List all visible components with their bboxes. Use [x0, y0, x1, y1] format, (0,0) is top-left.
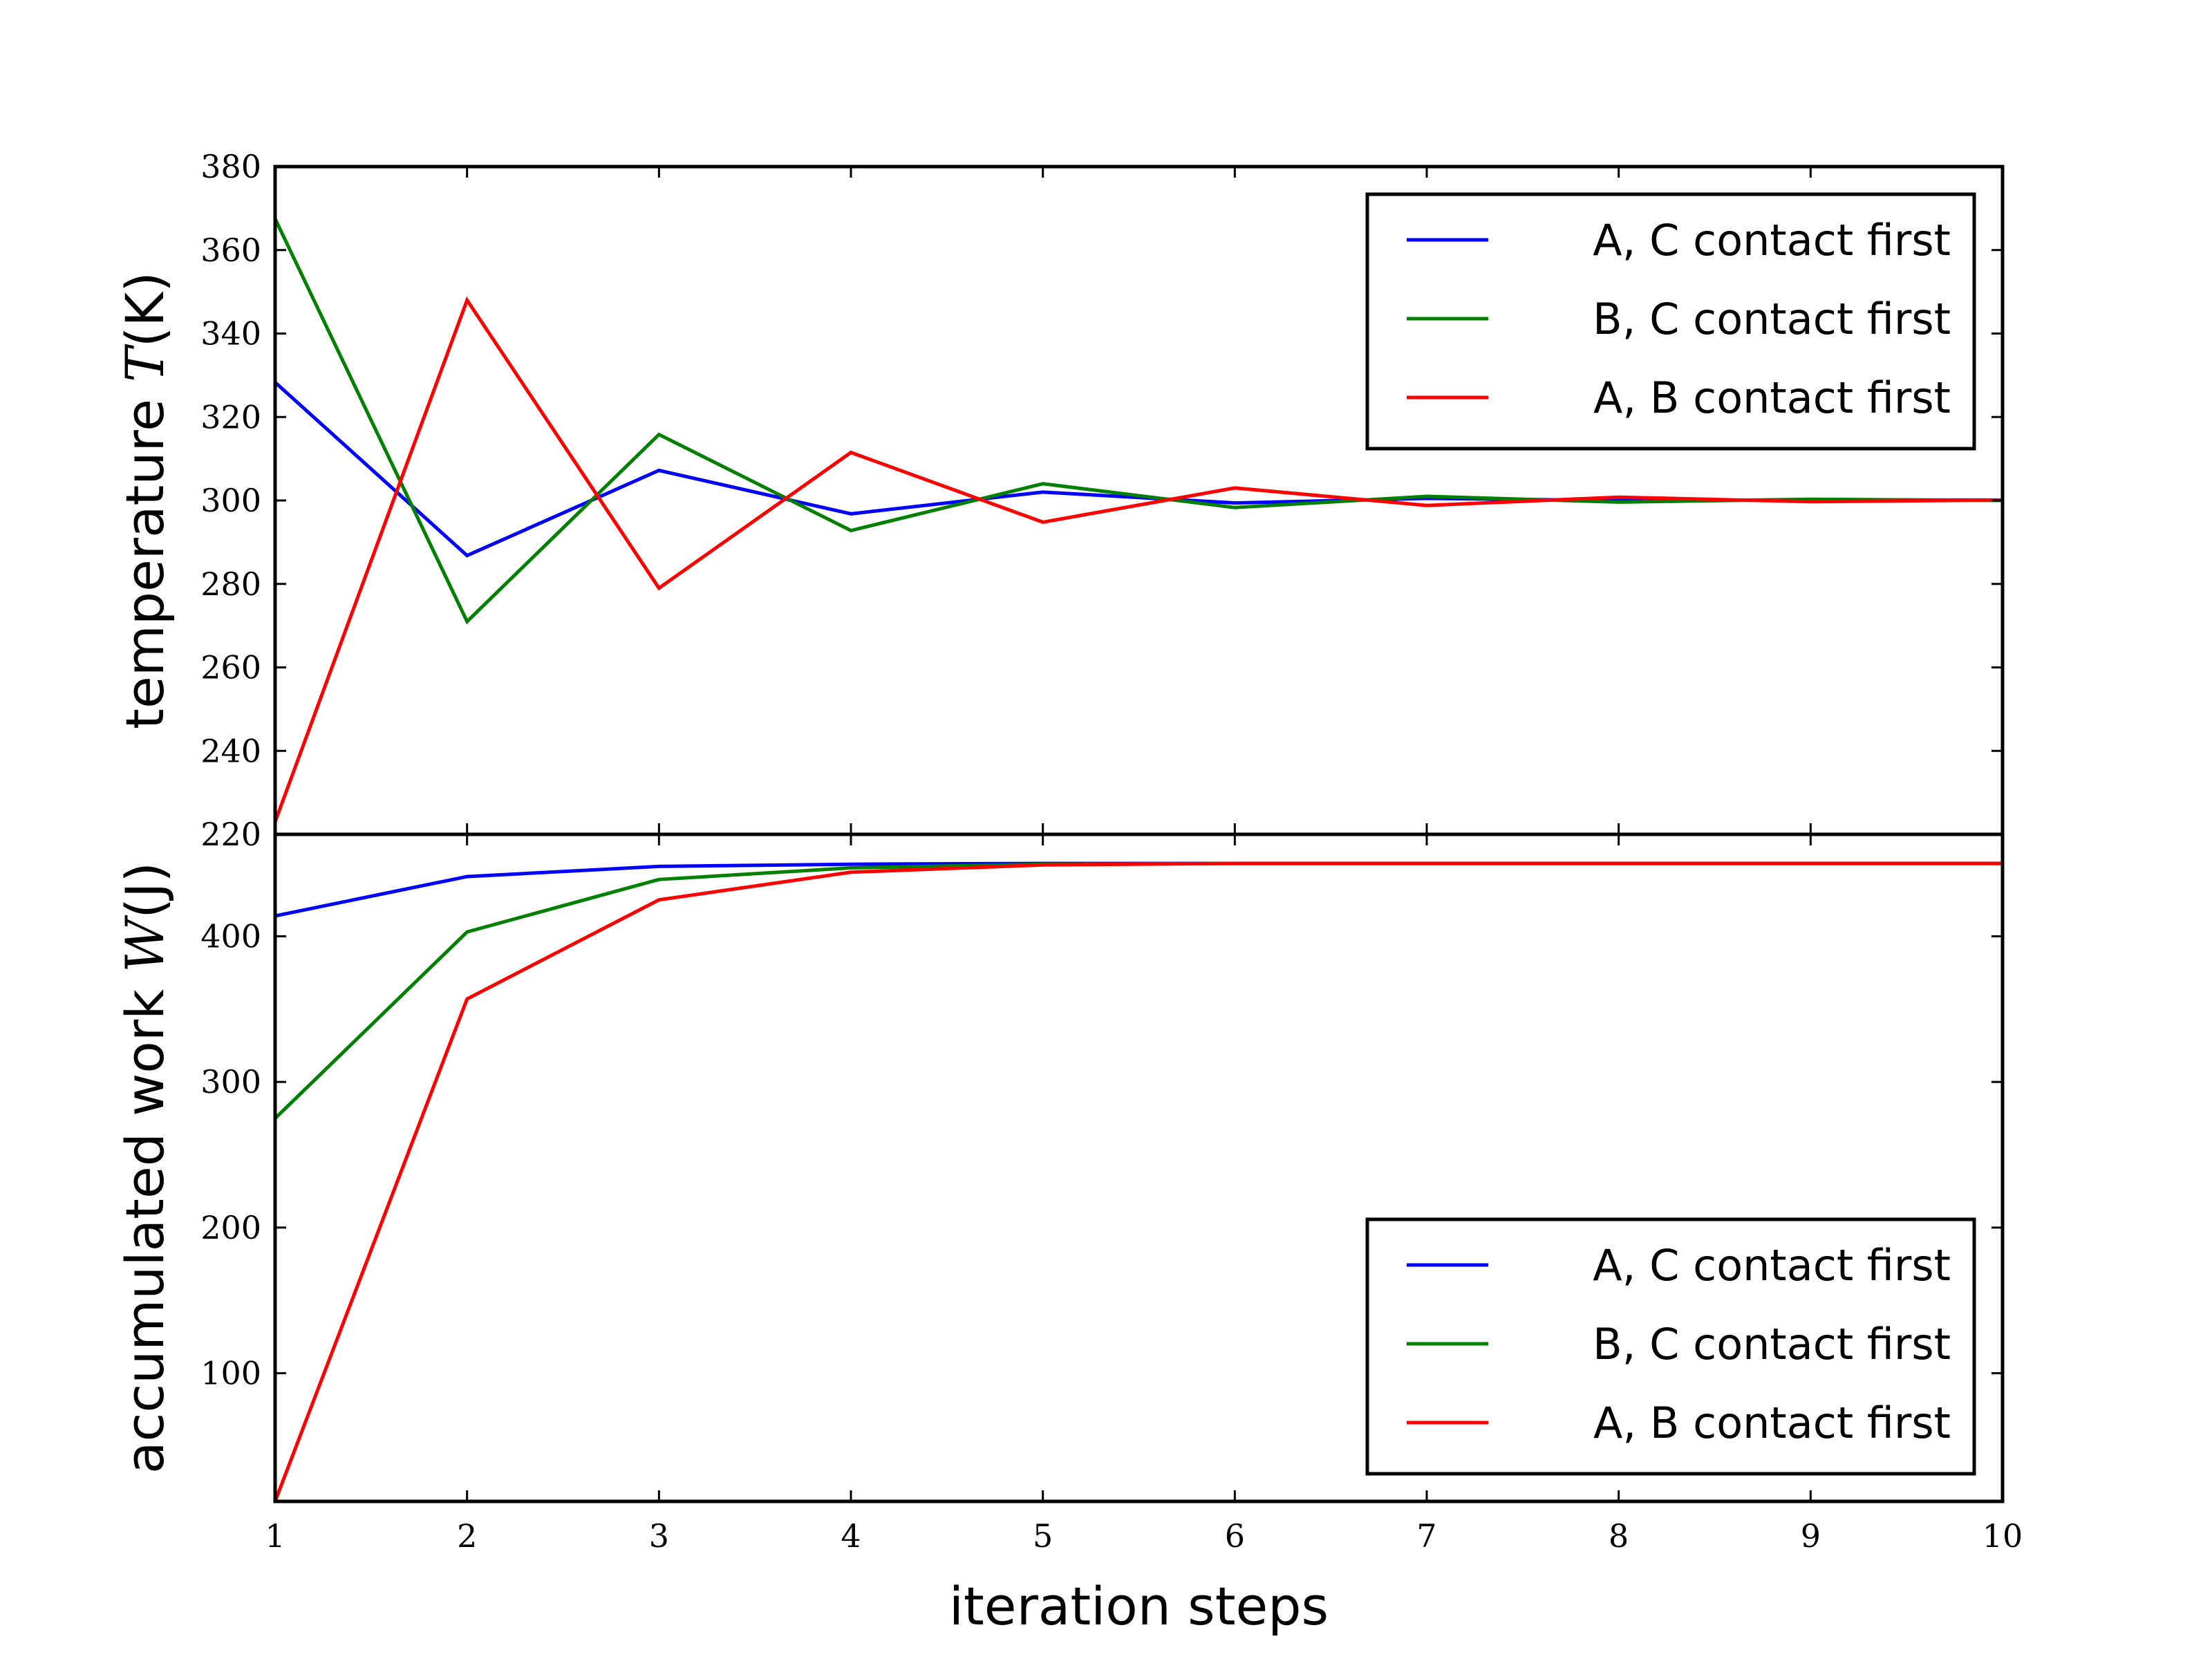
x-tick-label: 6 — [1225, 1517, 1245, 1555]
temperature-y-axis-label: temperature T(K) — [114, 272, 176, 729]
work-legend-label-2: A, B contact first — [1593, 1398, 1951, 1448]
temperature-y-tick-label: 240 — [200, 732, 261, 769]
temperature-ticks: 220 240 260 280 300 320 340 360 380 — [200, 148, 2004, 853]
x-axis-label: iteration steps — [949, 1575, 1329, 1637]
temperature-panel: 220 240 260 280 300 320 340 360 380 temperature … — [114, 148, 2005, 853]
temperature-y-tick-label: 340 — [200, 315, 261, 353]
temperature-y-tick-label: 300 — [200, 482, 261, 519]
temperature-legend-label-2: A, B contact first — [1593, 373, 1951, 423]
temperature-y-tick-label: 360 — [200, 232, 261, 269]
temperature-y-tick-label: 260 — [200, 649, 261, 686]
temperature-legend-label-1: B, C contact first — [1593, 294, 1951, 344]
temperature-y-tick-label: 220 — [200, 816, 261, 853]
temperature-y-tick-label: 380 — [200, 148, 261, 185]
work-ticks: 100 200 300 400 1 2 3 4 5 6 7 8 9 10 — [200, 834, 2023, 1555]
work-y-tick-label: 300 — [200, 1063, 261, 1100]
temperature-legend-box — [1365, 192, 1976, 451]
work-panel: 100 200 300 400 1 2 3 4 5 6 7 8 9 10 accumulated work… — [114, 832, 2023, 1637]
work-series-line-2 — [275, 861, 2003, 1501]
x-tick-label: 7 — [1416, 1517, 1436, 1555]
x-tick-label: 9 — [1801, 1517, 1821, 1555]
x-tick-label: 1 — [265, 1517, 285, 1555]
work-y-axis-label: accumulated work W(J) — [114, 862, 176, 1474]
x-tick-label: 3 — [649, 1517, 669, 1555]
temperature-legend-label-0: A, C contact first — [1593, 215, 1951, 265]
work-legend: A, C contact first B, C contact first A, B… — [1365, 1217, 1976, 1476]
work-legend-box — [1365, 1217, 1976, 1476]
x-tick-label: 8 — [1609, 1517, 1629, 1555]
work-y-tick-label: 400 — [200, 917, 261, 955]
work-lines — [275, 861, 2003, 1501]
x-tick-label: 4 — [841, 1517, 861, 1555]
work-axes-frame — [273, 832, 2005, 1503]
work-y-tick-label: 200 — [200, 1209, 261, 1246]
x-tick-label: 2 — [457, 1517, 477, 1555]
temperature-lines — [275, 218, 2003, 823]
temperature-y-tick-label: 280 — [200, 565, 261, 603]
temperature-series-line-2 — [275, 296, 2003, 823]
temperature-legend: A, C contact first B, C contact first A, B… — [1365, 192, 1976, 451]
work-legend-label-0: A, C contact first — [1593, 1240, 1951, 1291]
x-tick-label: 10 — [1983, 1517, 2023, 1555]
x-tick-label: 5 — [1033, 1517, 1053, 1555]
work-y-tick-label: 100 — [200, 1355, 261, 1392]
temperature-y-tick-label: 320 — [200, 398, 261, 435]
work-legend-label-1: B, C contact first — [1593, 1319, 1951, 1369]
